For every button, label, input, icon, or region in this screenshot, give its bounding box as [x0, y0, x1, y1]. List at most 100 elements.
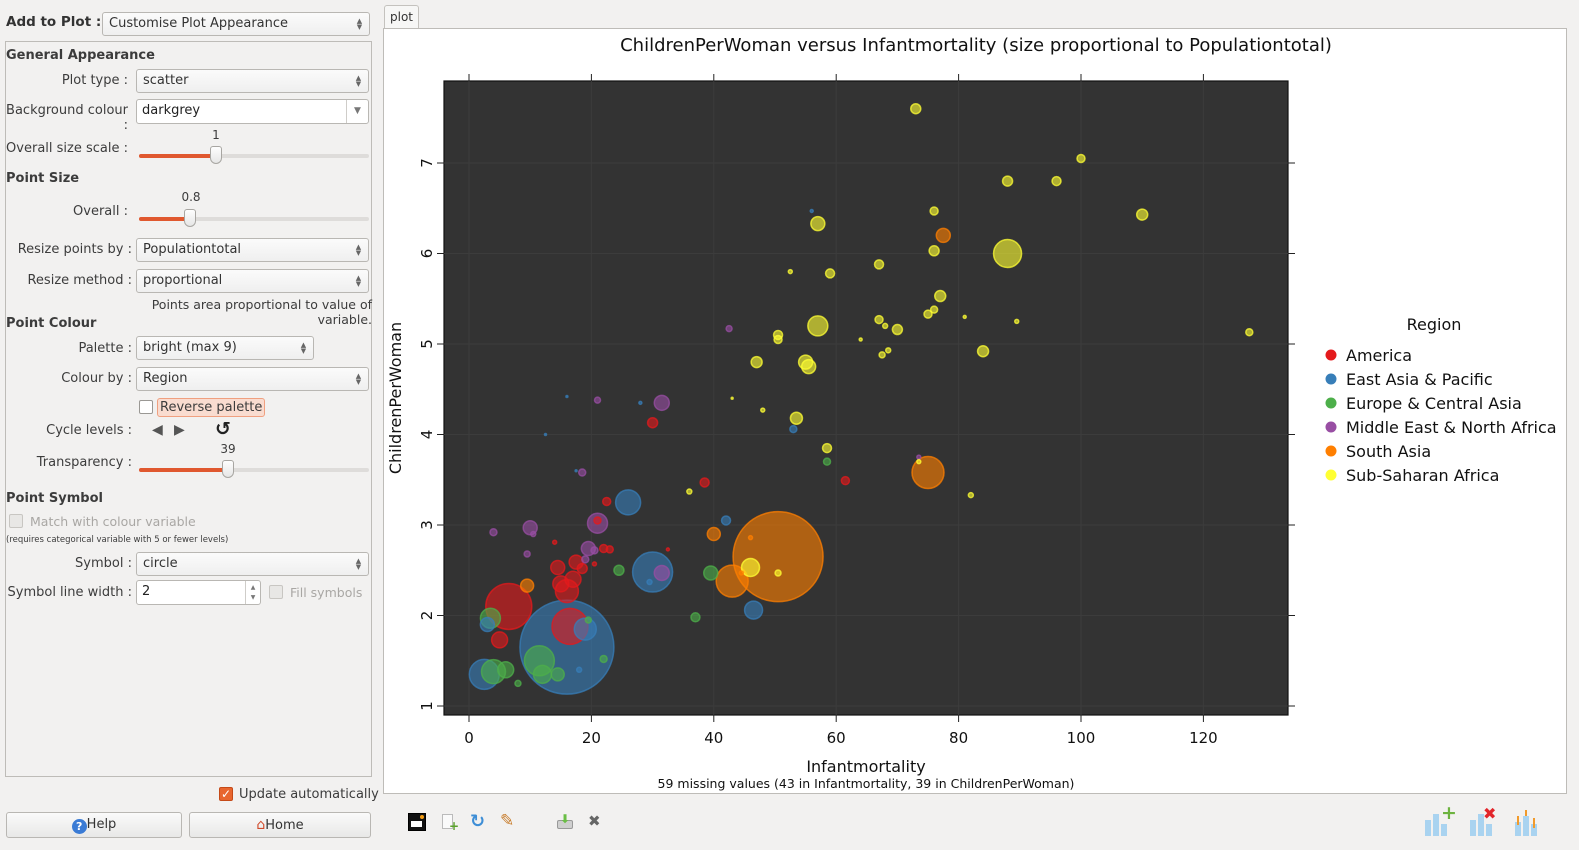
size-scale-value: 1 — [212, 128, 220, 142]
palette-value: bright (max 9) — [143, 340, 237, 355]
legend-title: Region — [1407, 315, 1462, 334]
svg-text:20: 20 — [582, 729, 601, 747]
update-automatically-label: Update automatically — [239, 787, 379, 802]
svg-text:1: 1 — [418, 701, 436, 711]
svg-text:80: 80 — [949, 729, 968, 747]
close-icon[interactable]: ✖ — [588, 812, 601, 830]
size-scale-slider[interactable] — [139, 146, 369, 164]
svg-text:4: 4 — [418, 430, 436, 440]
background-colour-value: darkgrey — [142, 103, 201, 118]
point-size-value: 0.8 — [181, 190, 201, 204]
point-size-slider[interactable] — [139, 209, 369, 227]
svg-text:0: 0 — [464, 729, 474, 747]
resize-method-select[interactable]: proportional ▲ ▼ — [136, 269, 369, 293]
colour-by-select[interactable]: Region ▲ ▼ — [136, 367, 369, 391]
colour-by-label: Colour by : — [61, 371, 132, 386]
symbol-select[interactable]: circle ▲ ▼ — [136, 552, 369, 576]
spinner-arrows-icon: ▲ ▼ — [300, 341, 307, 355]
add-document-icon[interactable]: + — [440, 813, 459, 832]
svg-text:5: 5 — [418, 339, 436, 349]
fill-symbols-label: Fill symbols — [290, 585, 363, 600]
svg-text:120: 120 — [1189, 729, 1218, 747]
svg-text:3: 3 — [418, 520, 436, 530]
reverse-palette-checkbox[interactable] — [139, 400, 153, 414]
cycle-next-icon[interactable]: ▶ — [174, 422, 185, 438]
svg-text:60: 60 — [827, 729, 846, 747]
resize-by-value: Populationtotal — [143, 242, 242, 257]
missing-values-note: 59 missing values (43 in Infantmortality… — [658, 776, 1075, 791]
y-axis-label: ChildrenPerWoman — [386, 322, 405, 474]
svg-text:Middle East & North Africa: Middle East & North Africa — [1346, 418, 1557, 437]
plot-type-label: Plot type : — [61, 73, 128, 88]
section-point-symbol: Point Symbol — [6, 491, 103, 506]
spinner-arrows-icon: ▲ ▼ — [355, 274, 362, 288]
home-icon: ⌂ — [256, 817, 266, 833]
svg-text:100: 100 — [1067, 729, 1096, 747]
size-scale-label: Overall size scale : — [6, 141, 128, 156]
tab-plot[interactable]: plot — [384, 5, 419, 29]
slider-handle[interactable] — [184, 209, 196, 227]
cycle-levels-label: Cycle levels : — [46, 423, 132, 438]
x-axis-label: Infantmortality — [806, 757, 925, 776]
axis-ticks: 0 20 40 60 80 100 120 1 2 3 4 5 6 7 — [418, 74, 1295, 747]
svg-text:6: 6 — [418, 249, 436, 259]
remove-plot-icon[interactable]: ✖ — [1469, 804, 1499, 836]
edit-icon[interactable]: ✎ — [500, 811, 515, 831]
update-automatically-checkbox[interactable]: ✓ — [219, 787, 233, 801]
add-to-plot-value: Customise Plot Appearance — [109, 16, 289, 31]
svg-text:2: 2 — [418, 611, 436, 621]
new-window-icon[interactable] — [408, 813, 426, 831]
spin-arrows-icon[interactable]: ▲ ▼ — [245, 581, 260, 604]
reset-cycle-icon[interactable]: ↺ — [215, 418, 231, 440]
chart-title: ChildrenPerWoman versus Infantmortality … — [620, 35, 1332, 56]
svg-text:South Asia: South Asia — [1346, 442, 1431, 461]
cycle-prev-icon[interactable]: ◀ — [152, 422, 163, 438]
transparency-slider[interactable] — [139, 460, 369, 478]
svg-text:East Asia & Pacific: East Asia & Pacific — [1346, 370, 1493, 389]
resize-method-label: Resize method : — [27, 273, 132, 288]
home-label: Home — [265, 818, 304, 833]
spinner-arrows-icon: ▲ ▼ — [356, 17, 363, 31]
resize-by-label: Resize points by : — [17, 242, 132, 257]
add-to-plot-label: Add to Plot : — [6, 14, 102, 30]
line-width-value: 2 — [142, 584, 151, 599]
svg-text:40: 40 — [704, 729, 723, 747]
home-button[interactable]: ⌂Home — [189, 812, 371, 838]
dropdown-arrow-icon[interactable]: ▼ — [346, 100, 368, 123]
match-colour-checkbox[interactable] — [9, 514, 23, 528]
help-button[interactable]: ? Help — [6, 812, 182, 838]
section-general-appearance: General Appearance — [6, 48, 155, 63]
spinner-arrows-icon: ▲ ▼ — [355, 557, 362, 571]
palette-label: Palette : — [78, 341, 132, 356]
palette-select[interactable]: bright (max 9) ▲ ▼ — [136, 336, 314, 360]
background-colour-label: Background colour : — [6, 103, 128, 133]
background-colour-combo[interactable]: darkgrey ▼ — [136, 99, 369, 124]
fill-symbols-checkbox[interactable] — [269, 585, 283, 599]
resize-method-value: proportional — [143, 273, 223, 288]
spinner-arrows-icon: ▲ ▼ — [355, 243, 362, 257]
slider-handle[interactable] — [210, 146, 222, 164]
help-label: Help — [86, 817, 117, 832]
svg-text:America: America — [1346, 346, 1412, 365]
spinner-arrows-icon: ▲ ▼ — [355, 74, 362, 88]
resize-by-select[interactable]: Populationtotal ▲ ▼ — [136, 238, 369, 262]
resize-note: Points area proportional to value of var… — [151, 297, 372, 327]
section-point-size: Point Size — [6, 171, 80, 186]
save-icon[interactable]: ⬇ — [556, 812, 574, 830]
symbol-label: Symbol : — [75, 556, 132, 571]
svg-text:7: 7 — [418, 158, 436, 168]
help-icon: ? — [71, 819, 87, 834]
refresh-icon[interactable]: ↻ — [470, 811, 486, 832]
error-bars-icon[interactable] — [1514, 808, 1544, 836]
reverse-palette-label[interactable]: Reverse palette — [157, 398, 266, 417]
plot-type-select[interactable]: scatter ▲ ▼ — [136, 69, 369, 93]
symbol-value: circle — [143, 556, 178, 571]
match-colour-label: Match with colour variable — [30, 514, 196, 529]
line-width-spinbox[interactable]: 2 ▲ ▼ — [136, 580, 261, 605]
slider-handle[interactable] — [222, 460, 234, 478]
plot-type-value: scatter — [143, 73, 189, 88]
transparency-value: 39 — [220, 442, 236, 456]
add-plot-icon[interactable]: + — [1424, 802, 1457, 836]
add-to-plot-select[interactable]: Customise Plot Appearance ▲ ▼ — [102, 12, 370, 36]
colour-by-value: Region — [143, 371, 188, 386]
